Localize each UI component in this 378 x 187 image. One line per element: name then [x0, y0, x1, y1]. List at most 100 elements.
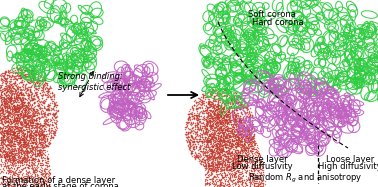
Point: [24, 160, 30, 163]
Point: [223, 146, 229, 149]
Point: [4, 89, 10, 92]
Point: [238, 143, 244, 146]
Point: [206, 95, 212, 98]
Point: [214, 97, 220, 100]
Point: [21, 155, 27, 158]
Point: [48, 119, 54, 122]
Point: [197, 136, 203, 139]
Point: [248, 167, 254, 170]
Point: [0, 101, 4, 104]
Point: [21, 145, 27, 148]
Point: [30, 124, 36, 127]
Point: [213, 151, 219, 154]
Point: [11, 125, 17, 128]
Point: [25, 108, 31, 111]
Point: [212, 162, 218, 165]
Point: [207, 140, 213, 143]
Point: [203, 128, 209, 131]
Point: [240, 134, 246, 137]
Point: [2, 148, 8, 151]
Point: [246, 166, 252, 169]
Point: [2, 125, 8, 128]
Point: [0, 147, 3, 150]
Point: [251, 140, 257, 143]
Point: [22, 103, 28, 106]
Point: [36, 117, 42, 120]
Point: [244, 158, 250, 161]
Point: [15, 148, 21, 151]
Point: [38, 163, 44, 166]
Point: [50, 99, 56, 102]
Point: [221, 159, 227, 162]
Point: [224, 141, 230, 144]
Point: [0, 97, 5, 100]
Point: [202, 139, 208, 142]
Point: [204, 114, 211, 117]
Point: [215, 112, 222, 115]
Point: [216, 152, 222, 155]
Point: [230, 123, 236, 126]
Point: [1, 86, 7, 89]
Point: [29, 123, 35, 126]
Point: [7, 85, 13, 88]
Point: [33, 91, 39, 94]
Point: [217, 114, 223, 117]
Point: [13, 138, 19, 141]
Point: [34, 153, 40, 156]
Point: [251, 151, 257, 154]
Point: [19, 127, 25, 130]
Point: [202, 158, 208, 161]
Point: [7, 145, 13, 148]
Text: High diffusivity: High diffusivity: [318, 162, 378, 171]
Point: [11, 167, 17, 170]
Point: [225, 180, 231, 183]
Point: [194, 122, 200, 125]
Point: [257, 173, 263, 176]
Point: [43, 108, 50, 111]
Point: [31, 185, 37, 187]
Point: [222, 173, 228, 176]
Point: [0, 116, 6, 119]
Point: [0, 102, 5, 105]
Point: [246, 123, 252, 126]
Point: [237, 127, 243, 130]
Point: [237, 160, 243, 163]
Point: [28, 175, 34, 178]
Point: [219, 168, 225, 171]
Point: [206, 134, 212, 137]
Point: [243, 133, 249, 136]
Point: [230, 102, 236, 105]
Point: [228, 96, 234, 99]
Point: [195, 101, 201, 104]
Point: [205, 153, 211, 156]
Point: [239, 100, 245, 103]
Point: [8, 156, 14, 159]
Point: [202, 172, 208, 175]
Point: [31, 119, 37, 122]
Point: [0, 108, 5, 111]
Point: [209, 169, 215, 172]
Point: [36, 83, 42, 86]
Point: [243, 121, 249, 124]
Point: [256, 170, 262, 173]
Point: [234, 140, 240, 143]
Point: [250, 177, 256, 180]
Point: [2, 121, 8, 124]
Point: [221, 149, 227, 152]
Point: [9, 149, 15, 152]
Point: [45, 165, 51, 168]
Point: [242, 134, 248, 137]
Point: [234, 135, 240, 138]
Point: [249, 178, 255, 181]
Point: [39, 125, 45, 128]
Point: [247, 133, 253, 136]
Point: [30, 171, 36, 174]
Point: [16, 130, 22, 133]
Point: [39, 123, 45, 126]
Point: [33, 118, 39, 121]
Point: [220, 137, 226, 140]
Point: [233, 146, 239, 149]
Point: [12, 113, 19, 116]
Point: [222, 111, 228, 114]
Point: [29, 125, 35, 128]
